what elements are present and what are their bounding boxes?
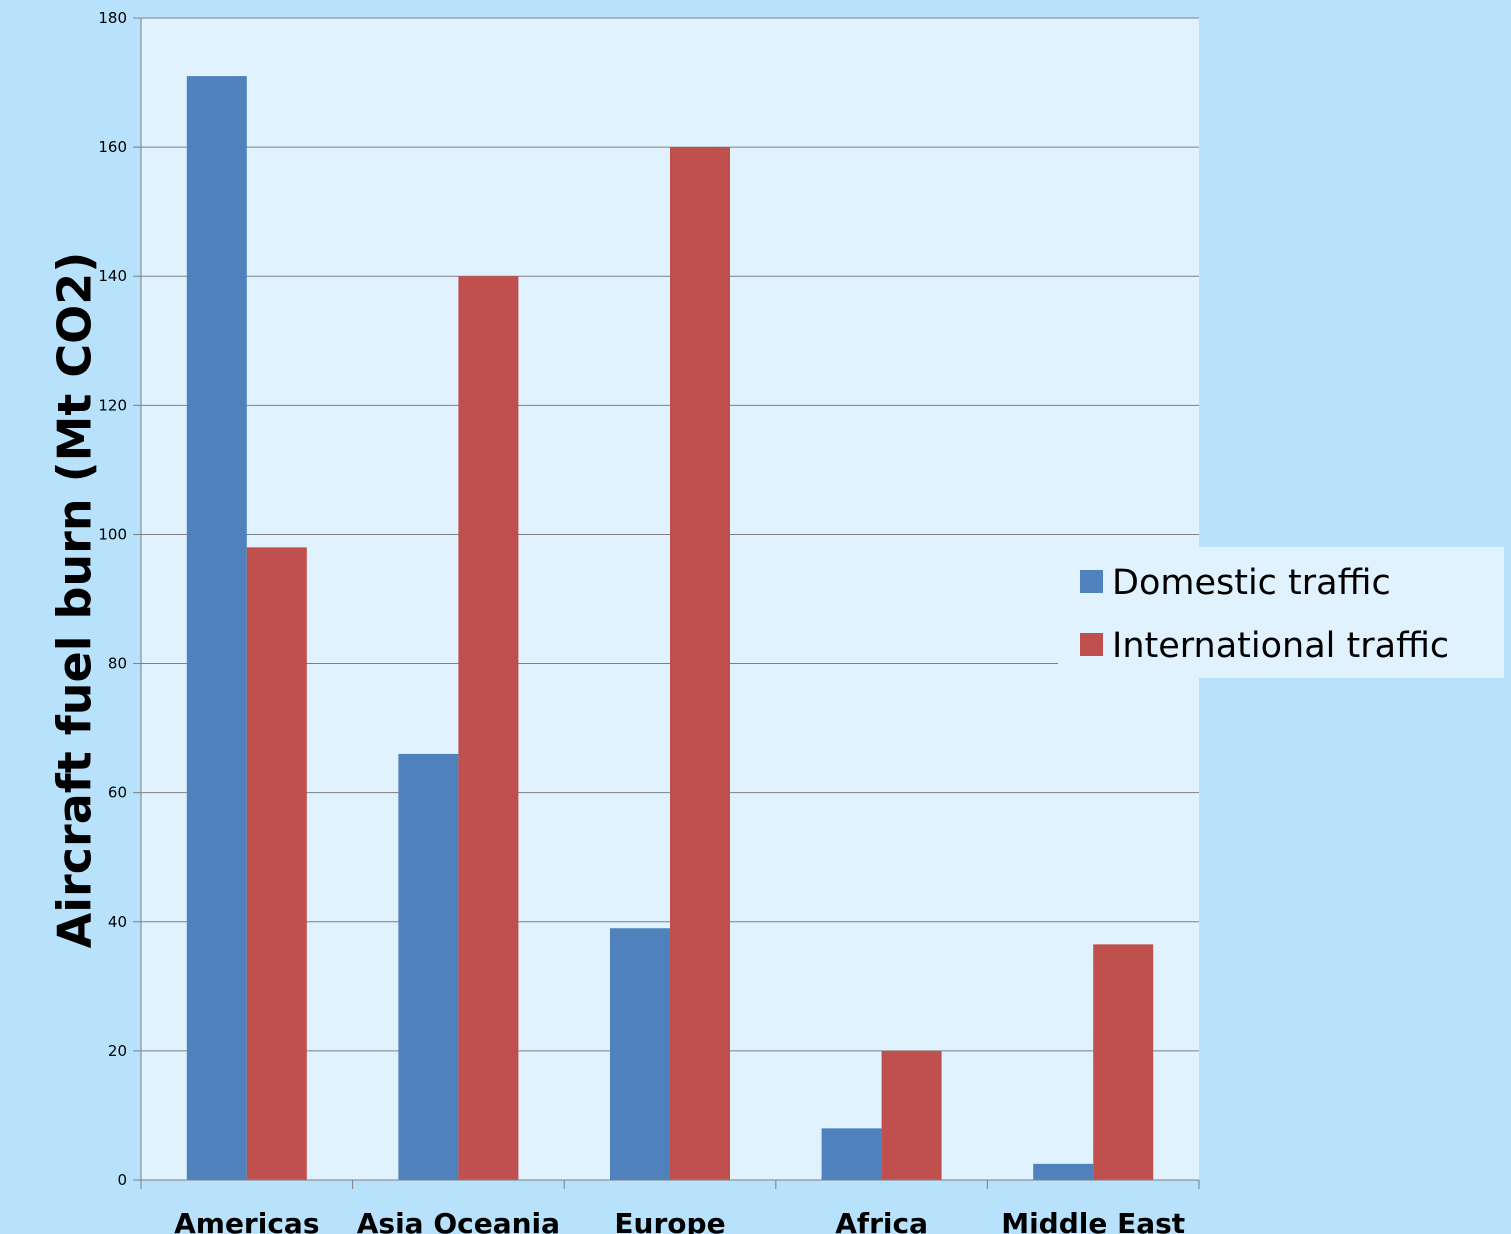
bar-international-middle-east bbox=[1093, 944, 1154, 1180]
bar-international-africa bbox=[881, 1050, 942, 1180]
legend-swatch-domestic bbox=[1080, 570, 1103, 593]
legend: Domestic traffic International traffic bbox=[1058, 547, 1504, 678]
axes bbox=[140, 18, 1199, 1181]
y-tick-label: 0 bbox=[117, 1171, 127, 1189]
y-tick-label: 80 bbox=[108, 655, 127, 673]
legend-background bbox=[1058, 547, 1504, 678]
x-category-label: Americas bbox=[174, 1207, 319, 1234]
bar-domestic-africa bbox=[821, 1128, 882, 1180]
bars bbox=[186, 76, 1154, 1181]
y-tick-label: 60 bbox=[108, 784, 127, 802]
y-tick-label: 100 bbox=[98, 525, 127, 543]
y-tick-label: 20 bbox=[108, 1042, 127, 1060]
x-axis-labels: Americas Asia Oceania Europe Africa Middle E… bbox=[174, 1207, 1185, 1234]
x-axis-ticks bbox=[140, 1180, 1200, 1189]
y-axis-ticks: 0 20 40 60 80 100 120 140 160 180 bbox=[98, 9, 141, 1189]
x-category-label: Africa bbox=[835, 1207, 928, 1234]
bar-domestic-middle-east bbox=[1033, 1163, 1094, 1180]
y-axis-label: Aircraft fuel burn (Mt CO2) bbox=[48, 252, 102, 949]
y-tick-label: 180 bbox=[98, 9, 127, 27]
bar-international-americas bbox=[246, 547, 307, 1180]
bar-domestic-asia-oceania bbox=[398, 753, 459, 1180]
y-tick-label: 140 bbox=[98, 267, 127, 285]
x-category-label: Asia Oceania bbox=[357, 1207, 560, 1234]
bar-domestic-americas bbox=[186, 76, 247, 1181]
y-tick-label: 160 bbox=[98, 138, 127, 156]
bar-domestic-europe bbox=[610, 928, 670, 1180]
y-tick-label: 120 bbox=[98, 396, 127, 414]
legend-swatch-international bbox=[1080, 633, 1103, 656]
x-category-label: Europe bbox=[614, 1207, 725, 1234]
bar-international-europe bbox=[670, 147, 730, 1181]
legend-label-domestic: Domestic traffic bbox=[1112, 563, 1391, 603]
x-category-label: Middle East bbox=[1001, 1207, 1185, 1234]
bar-international-asia-oceania bbox=[458, 276, 519, 1180]
y-tick-label: 40 bbox=[108, 913, 127, 931]
legend-label-international: International traffic bbox=[1112, 626, 1449, 666]
